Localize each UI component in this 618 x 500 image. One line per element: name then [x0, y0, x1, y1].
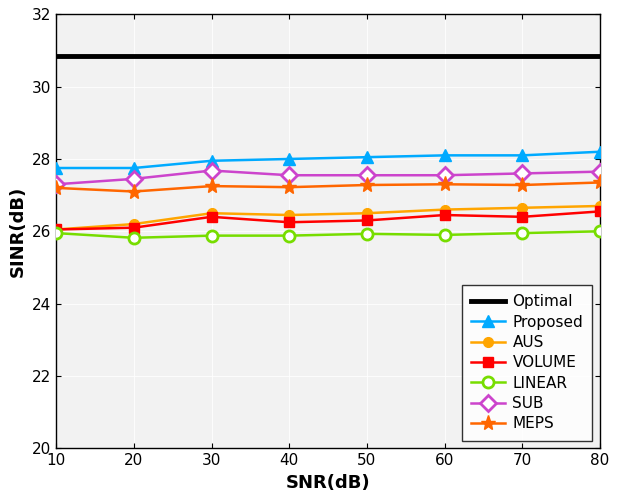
AUS	[53, 226, 60, 232]
Proposed	[596, 148, 604, 154]
LINEAR	[519, 230, 526, 236]
SUB	[286, 172, 293, 178]
Proposed	[286, 156, 293, 162]
Line: MEPS: MEPS	[48, 175, 607, 199]
Line: SUB: SUB	[51, 165, 606, 190]
LINEAR	[286, 232, 293, 238]
VOLUME	[596, 208, 604, 214]
SUB	[208, 168, 215, 173]
MEPS	[208, 183, 215, 189]
Y-axis label: SINR(dB): SINR(dB)	[8, 186, 27, 277]
MEPS	[53, 185, 60, 191]
LINEAR	[596, 228, 604, 234]
LINEAR	[363, 231, 371, 237]
MEPS	[286, 184, 293, 190]
AUS	[130, 221, 138, 227]
MEPS	[441, 182, 448, 188]
Proposed	[130, 165, 138, 171]
Line: Proposed: Proposed	[51, 146, 606, 174]
Line: AUS: AUS	[51, 201, 605, 234]
SUB	[596, 168, 604, 174]
X-axis label: SNR(dB): SNR(dB)	[286, 474, 370, 492]
Proposed	[208, 158, 215, 164]
Proposed	[441, 152, 448, 158]
Legend: Optimal, Proposed, AUS, VOLUME, LINEAR, SUB, MEPS: Optimal, Proposed, AUS, VOLUME, LINEAR, …	[462, 285, 593, 440]
AUS	[441, 206, 448, 212]
AUS	[519, 205, 526, 211]
VOLUME	[208, 214, 215, 220]
LINEAR	[130, 235, 138, 241]
MEPS	[363, 182, 371, 188]
Proposed	[53, 165, 60, 171]
LINEAR	[53, 230, 60, 236]
LINEAR	[441, 232, 448, 238]
VOLUME	[363, 218, 371, 224]
VOLUME	[53, 226, 60, 232]
VOLUME	[441, 212, 448, 218]
Proposed	[519, 152, 526, 158]
Line: VOLUME: VOLUME	[51, 206, 605, 234]
VOLUME	[519, 214, 526, 220]
LINEAR	[208, 232, 215, 238]
VOLUME	[130, 224, 138, 230]
MEPS	[596, 180, 604, 186]
AUS	[363, 210, 371, 216]
MEPS	[519, 182, 526, 188]
Proposed	[363, 154, 371, 160]
AUS	[596, 203, 604, 209]
SUB	[441, 172, 448, 178]
AUS	[208, 210, 215, 216]
SUB	[519, 170, 526, 176]
VOLUME	[286, 220, 293, 226]
MEPS	[130, 188, 138, 194]
AUS	[286, 212, 293, 218]
SUB	[363, 172, 371, 178]
SUB	[53, 182, 60, 188]
Line: LINEAR: LINEAR	[51, 226, 606, 244]
SUB	[130, 176, 138, 182]
